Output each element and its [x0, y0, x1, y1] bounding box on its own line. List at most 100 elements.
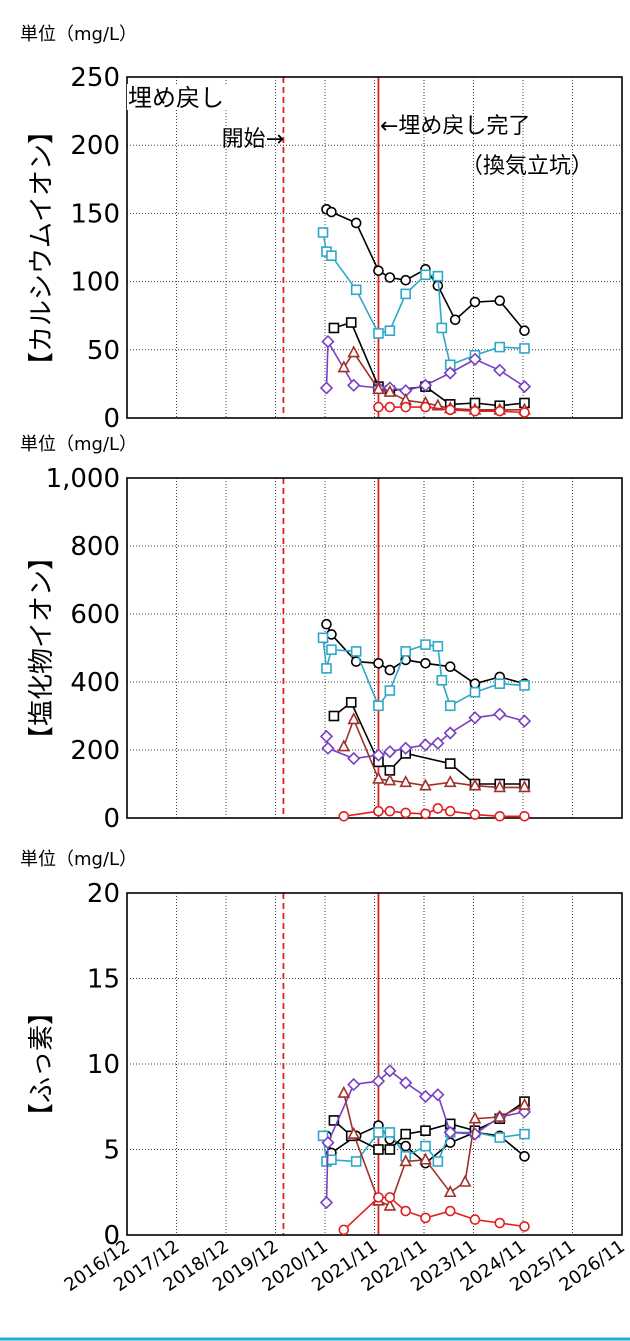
unit-label: 単位（mg/L） [20, 24, 137, 45]
data-point [436, 322, 448, 334]
data-point [443, 726, 457, 740]
data-point [337, 739, 351, 752]
data-point [400, 401, 411, 413]
data-point [328, 322, 340, 334]
data-point [443, 775, 457, 788]
data-point [469, 686, 481, 698]
data-point [494, 295, 506, 306]
data-point [373, 1144, 384, 1155]
data-point [418, 378, 433, 392]
data-point [384, 1144, 396, 1155]
y-tick-label: 5 [103, 1136, 120, 1166]
data-point [519, 1221, 530, 1232]
y-tick-label: 150 [70, 199, 120, 229]
panel-2 [126, 477, 623, 822]
y-tick-label: 200 [70, 736, 120, 766]
data-point [383, 384, 397, 397]
data-point [383, 1064, 397, 1078]
data-point [432, 803, 444, 814]
data-point [384, 805, 396, 817]
data-point [326, 206, 337, 218]
data-point [420, 1212, 431, 1224]
data-point [468, 711, 482, 725]
y-tick-label: 0 [103, 804, 120, 834]
data-point [371, 1074, 386, 1088]
data-point [384, 685, 396, 696]
data-point [384, 325, 396, 337]
data-point [347, 345, 361, 358]
data-point [373, 657, 384, 669]
data-point [319, 729, 334, 744]
data-point [420, 269, 431, 281]
y-tick-label: 0 [103, 404, 120, 434]
data-point [493, 707, 507, 721]
data-point [347, 751, 361, 766]
data-point [321, 663, 332, 674]
data-point [420, 639, 431, 650]
data-point [319, 381, 334, 395]
data-point [400, 288, 411, 300]
y-tick-label: 400 [70, 668, 120, 698]
data-point [384, 1127, 396, 1138]
data-point [350, 284, 362, 296]
data-point [350, 1156, 362, 1167]
y-axis-title: 【ふっ素】 [27, 999, 57, 1129]
data-point [519, 810, 530, 822]
data-point [494, 341, 506, 353]
data-point [494, 1217, 506, 1229]
data-point [350, 217, 362, 229]
data-point [444, 661, 456, 673]
data-point [384, 401, 396, 413]
data-point [494, 810, 506, 822]
data-point [400, 1128, 411, 1140]
data-point [443, 1185, 457, 1198]
data-point [420, 1140, 431, 1152]
data-point [519, 407, 530, 418]
data-point [321, 618, 332, 630]
unit-label: 単位（mg/L） [20, 434, 137, 455]
data-point [337, 360, 351, 373]
data-point [400, 274, 411, 286]
data-point [372, 771, 385, 784]
data-point [418, 1089, 433, 1104]
data-point [319, 1195, 334, 1210]
data-point [328, 710, 340, 722]
data-point [373, 1192, 384, 1203]
data-point [384, 1192, 396, 1203]
data-point [400, 1140, 411, 1152]
data-point [383, 773, 397, 786]
data-point [519, 1128, 530, 1140]
data-point [494, 405, 506, 417]
data-point [444, 700, 456, 712]
data-point [347, 1077, 361, 1092]
data-point [444, 758, 456, 769]
series-line-5 [343, 717, 525, 789]
data-point [517, 379, 532, 394]
y-tick-label: 600 [70, 600, 120, 630]
data-point [419, 778, 432, 791]
data-point [338, 810, 350, 822]
data-point [444, 805, 456, 817]
data-point [436, 674, 448, 686]
annotation-start-1: 埋め戻し [128, 84, 224, 112]
data-point [383, 745, 397, 759]
y-tick-label: 800 [70, 532, 120, 562]
data-point [350, 646, 362, 657]
data-point [432, 1156, 444, 1167]
data-point [431, 398, 445, 411]
data-point [399, 741, 413, 755]
data-point [317, 227, 329, 238]
data-point [493, 780, 507, 793]
data-point [420, 401, 431, 413]
data-point [444, 404, 456, 416]
panel-1 [126, 76, 623, 419]
series-line-6 [343, 807, 525, 818]
data-point [469, 405, 481, 417]
y-tick-label: 200 [70, 131, 120, 161]
data-point [418, 738, 433, 752]
y-tick-label: 1,000 [46, 464, 120, 494]
data-point [384, 272, 396, 283]
data-point [494, 1132, 506, 1143]
data-point [519, 343, 530, 354]
